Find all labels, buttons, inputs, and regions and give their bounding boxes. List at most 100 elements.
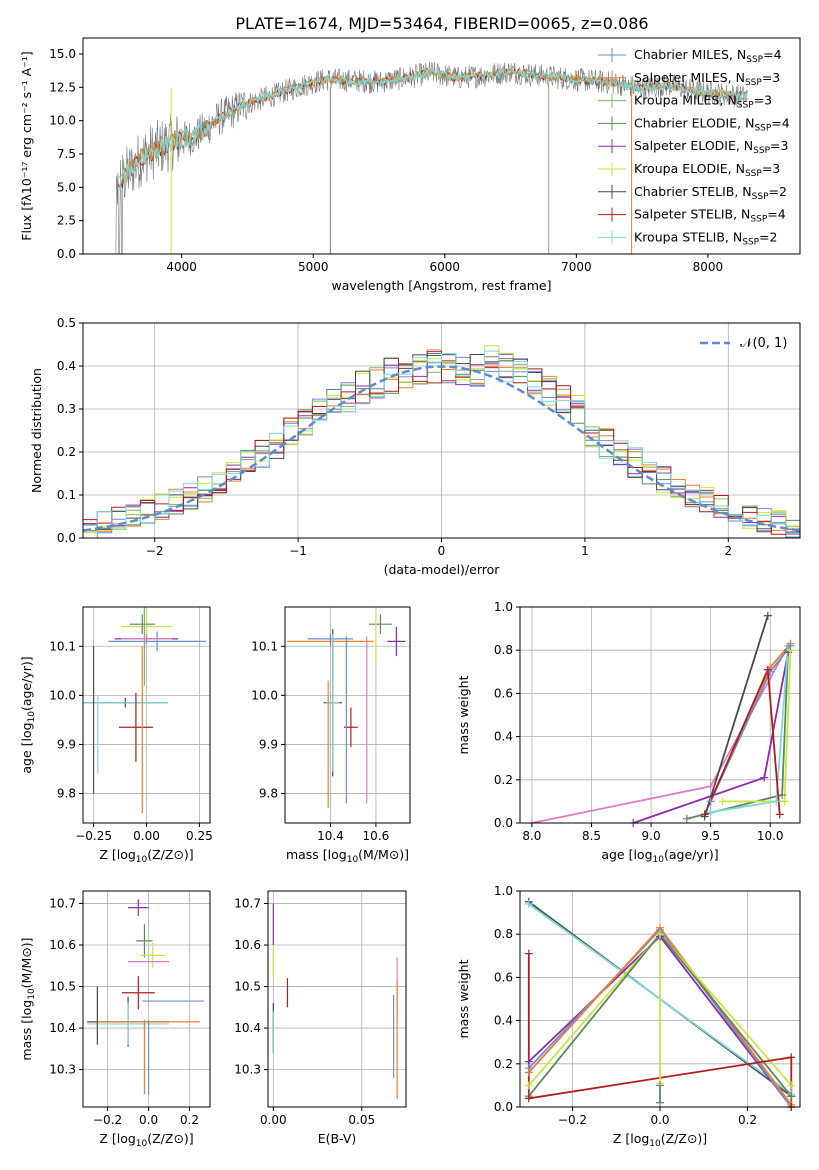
y-tick-label: 10.3: [234, 1063, 261, 1077]
age-vs-mass-panel: 10.4 10.6 9.8 9.9 10.0 10.1 mass [log10(M/M⊙)]: [251, 606, 411, 865]
figure-title: PLATE=1674, MJD=53464, FIBERID=0065, z=0…: [235, 14, 648, 33]
axes-frame: [82, 890, 211, 1108]
x-tick-label: 0.25: [186, 829, 213, 843]
y-tick-label: 5.0: [57, 180, 76, 194]
y-axis-label: mass weight: [456, 959, 471, 1038]
y-tick-label: 10.4: [49, 1021, 76, 1035]
legend-entry: Salpeter MILES, NSSP=3: [634, 70, 780, 88]
legend-entry: Kroupa ELODIE, NSSP=3: [634, 161, 780, 179]
y-tick-label: 9.8: [259, 787, 278, 801]
y-axis-label: mass [log10(M/M⊙)]: [19, 937, 37, 1060]
x-axis-label: (data-model)/error: [384, 562, 501, 577]
x-tick-label: 5000: [298, 260, 329, 274]
y-tick-label: 0.6: [494, 970, 513, 984]
y-tick-label: 2.5: [57, 214, 76, 228]
y-tick-label: 10.4: [234, 1021, 261, 1035]
residual-histogram: [83, 350, 800, 534]
plot-area: [115, 61, 748, 254]
plot-area: [83, 345, 800, 538]
x-tick-label: 8000: [693, 260, 724, 274]
x-axis-label: mass [log10(M/M⊙)]: [286, 847, 409, 865]
plot-area: [287, 611, 406, 809]
legend-entry: Salpeter STELIB, NSSP=4: [634, 207, 786, 225]
x-tick-label: −0.2: [558, 1113, 587, 1127]
legend-entry: 𝒩(0, 1): [740, 336, 787, 351]
x-tick-label: 4000: [166, 260, 197, 274]
legend-entry: Chabrier ELODIE, NSSP=4: [634, 115, 790, 133]
x-tick-label: 0.00: [133, 829, 160, 843]
y-tick-label: 10.5: [234, 980, 261, 994]
plot-area: [87, 899, 204, 1095]
y-tick-label: 10.0: [49, 114, 76, 128]
y-tick-label: 10.7: [234, 896, 261, 910]
y-tick-label: 0.0: [57, 531, 76, 545]
x-tick-label: 6000: [430, 260, 461, 274]
y-tick-label: 0.3: [57, 402, 76, 416]
x-tick-label: 10.0: [757, 829, 784, 843]
x-tick-label: 0.0: [139, 1113, 158, 1127]
spectrum-panel: Chabrier MILES, NSSP=4 Salpeter MILES, NS…: [19, 37, 801, 293]
x-tick-label: 0.00: [260, 1113, 287, 1127]
y-tick-label: 0.1: [57, 488, 76, 502]
observed-spectrum: [115, 61, 748, 254]
x-tick-label: 10.6: [363, 829, 390, 843]
y-tick-label: 9.9: [57, 737, 76, 751]
y-tick-label: 0.6: [494, 686, 513, 700]
x-tick-label: 0.0: [650, 1113, 669, 1127]
y-tick-label: 10.6: [49, 938, 76, 952]
x-tick-label: 10.4: [317, 829, 344, 843]
y-tick-label: 10.3: [49, 1063, 76, 1077]
y-tick-label: 0.8: [494, 927, 513, 941]
y-tick-label: 0.5: [57, 316, 76, 330]
model-spectrum: [119, 67, 748, 191]
x-tick-label: −2: [146, 544, 164, 558]
age-vs-metallicity-panel: −0.25 0.00 0.25 9.8 9.9 10.0 10.1 Z [log10(Z/Z⊙…: [19, 606, 213, 865]
x-axis-label: wavelength [Angstrom, rest frame]: [331, 278, 551, 293]
y-tick-label: 10.1: [251, 639, 278, 653]
legend-entry: Kroupa MILES, NSSP=3: [634, 93, 772, 111]
y-tick-label: 0.4: [494, 730, 513, 744]
x-tick-label: 8.0: [522, 829, 541, 843]
y-tick-label: 0.2: [57, 445, 76, 459]
x-tick-label: 2: [724, 544, 732, 558]
y-axis-label: Flux [fλ10⁻¹⁷ erg cm⁻² s⁻¹ A⁻¹]: [19, 51, 34, 240]
legend-entry: Kroupa STELIB, NSSP=2: [634, 229, 778, 247]
normal-curve: [83, 365, 800, 532]
x-tick-label: 0.05: [348, 1113, 375, 1127]
y-tick-label: 1.0: [494, 884, 513, 898]
x-tick-label: −1: [289, 544, 307, 558]
plot-area: [531, 615, 792, 823]
legend-entry: Chabrier STELIB, NSSP=2: [634, 184, 787, 202]
x-tick-label: 0.2: [738, 1113, 757, 1127]
mass-weight-line: [703, 669, 781, 815]
mass-weight-vs-metallicity-panel: −0.2 0.0 0.2 0.0 0.2 0.4 0.6 0.8 1.0 Z [log10(Z/Z…: [456, 884, 801, 1149]
x-axis-label: E(B-V): [318, 1131, 357, 1146]
y-tick-label: 12.5: [49, 80, 76, 94]
y-tick-label: 7.5: [57, 147, 76, 161]
x-tick-label: 0: [438, 544, 446, 558]
x-tick-label: 8.5: [582, 829, 601, 843]
legend-entry: Salpeter ELODIE, NSSP=3: [634, 138, 788, 156]
y-axis-label: mass weight: [456, 675, 471, 754]
y-tick-label: 10.0: [49, 688, 76, 702]
plot-area: [272, 903, 398, 1099]
residual-histogram: [83, 360, 800, 535]
y-tick-label: 9.9: [259, 737, 278, 751]
mass-weight-line: [710, 645, 789, 814]
y-tick-label: 0.8: [494, 643, 513, 657]
x-axis-label: Z [log10(Z/Z⊙)]: [99, 1131, 193, 1149]
y-tick-label: 0.0: [494, 1100, 513, 1114]
y-tick-label: 10.5: [49, 980, 76, 994]
x-tick-label: 9.0: [642, 829, 661, 843]
y-tick-label: 9.8: [57, 787, 76, 801]
x-tick-label: −0.25: [75, 829, 112, 843]
y-tick-label: 10.7: [49, 896, 76, 910]
mass-weight-vs-age-panel: 8.0 8.5 9.0 9.5 10.0 0.0 0.2 0.4 0.6 0.8 1.0 age [l…: [456, 600, 801, 865]
plot-area: [83, 607, 206, 814]
x-axis-label: Z [log10(Z/Z⊙)]: [613, 1131, 707, 1149]
x-tick-label: 1: [581, 544, 589, 558]
y-tick-label: 0.4: [57, 359, 76, 373]
axes-frame: [267, 890, 407, 1108]
x-tick-label: 9.5: [701, 829, 720, 843]
